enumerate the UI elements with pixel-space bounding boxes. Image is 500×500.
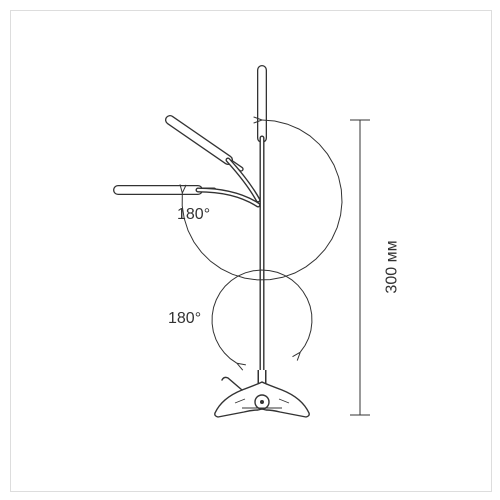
angle-label-lower: 180° xyxy=(168,310,201,328)
dimension-label: 300 мм xyxy=(384,240,402,293)
lamp-diagram xyxy=(10,10,490,490)
angle-label-upper: 180° xyxy=(177,206,210,224)
